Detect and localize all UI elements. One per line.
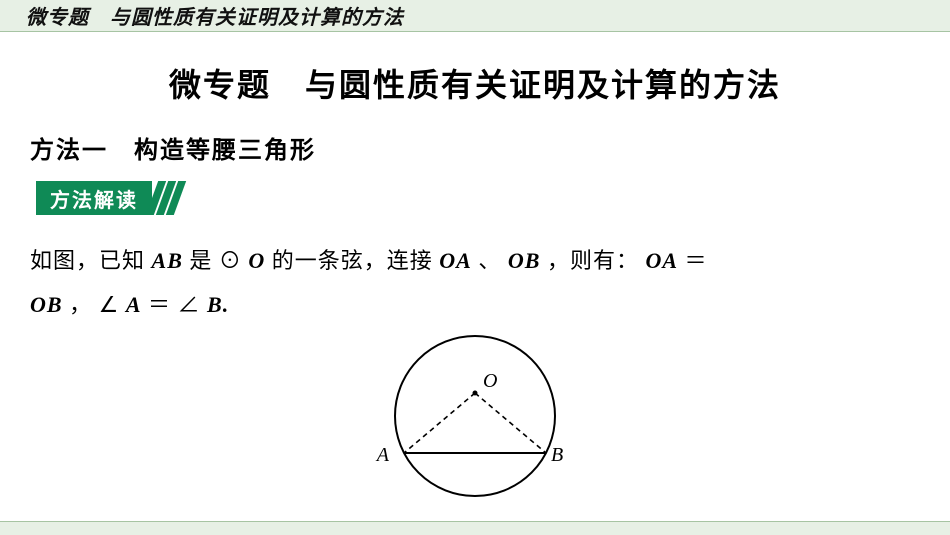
- angle-b: B: [207, 292, 223, 317]
- angle-symbol: ∠: [178, 292, 208, 317]
- badge-label: 方法解读: [36, 181, 152, 215]
- eq-ob: OB: [30, 292, 63, 317]
- var-o: O: [248, 248, 265, 273]
- text: ，则有：: [540, 248, 645, 273]
- page-title: 微专题 与圆性质有关证明及计算的方法: [0, 60, 950, 106]
- text: 、: [472, 248, 508, 273]
- text: 的一条弦，连接: [265, 248, 439, 273]
- method-heading: 方法一 构造等腰三角形: [30, 130, 950, 165]
- header-bar: 微专题 与圆性质有关证明及计算的方法: [0, 0, 950, 32]
- var-oa: OA: [439, 248, 472, 273]
- body-paragraph: 如图，已知 AB 是 ⊙ O 的一条弦，连接 OA 、 OB ，则有： OA ＝…: [30, 239, 920, 327]
- equals-sign: ＝: [678, 248, 708, 273]
- svg-text:O: O: [483, 370, 497, 392]
- angle-symbol: ∠: [99, 292, 126, 317]
- svg-text:A: A: [375, 444, 390, 466]
- angle-a: A: [126, 292, 142, 317]
- text: 是 ⊙: [183, 248, 249, 273]
- svg-text:B: B: [551, 444, 563, 466]
- period: .: [223, 292, 230, 317]
- badge-stripes: [152, 181, 182, 215]
- var-ob: OB: [508, 248, 541, 273]
- text: 如图，已知: [30, 248, 152, 273]
- eq-oa: OA: [645, 248, 678, 273]
- equals-sign: ＝: [142, 292, 178, 317]
- section-badge: 方法解读: [36, 181, 196, 217]
- var-ab: AB: [152, 248, 183, 273]
- header-title: 微专题 与圆性质有关证明及计算的方法: [26, 1, 404, 30]
- diagram-container: O A B: [0, 321, 950, 511]
- circle-chord-diagram: O A B: [355, 321, 595, 511]
- text: ，: [63, 292, 99, 317]
- footer-bar: [0, 521, 950, 535]
